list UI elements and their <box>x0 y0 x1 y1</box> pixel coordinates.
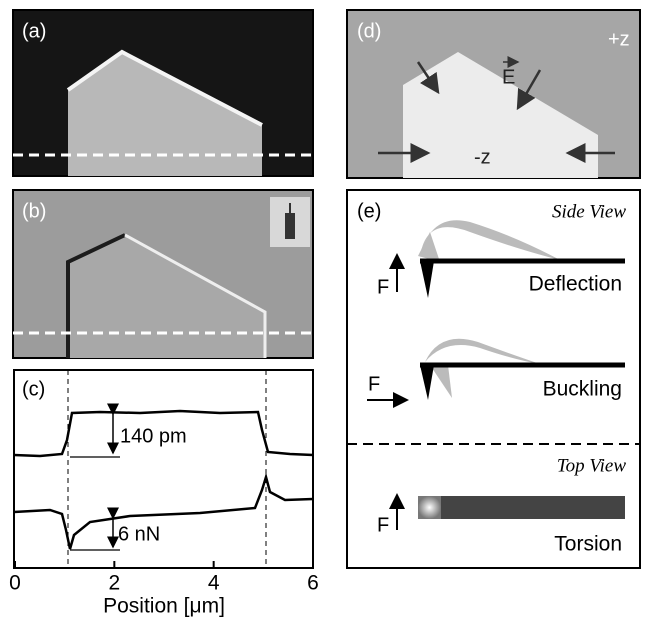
panel-label: (c) <box>22 378 45 400</box>
panel-label: (a) <box>22 20 46 42</box>
mode-label: Torsion <box>554 533 622 556</box>
force-label: F <box>368 373 380 395</box>
region-label: -z <box>474 146 491 168</box>
panel-label: (d) <box>357 20 381 42</box>
panel-b: (b) <box>13 190 313 358</box>
x-tick-label: 2 <box>108 572 120 595</box>
x-tick-label: 6 <box>307 572 319 595</box>
annotation: 6 nN <box>118 523 160 545</box>
field-label: E <box>502 66 515 88</box>
region-label: +z <box>608 28 630 50</box>
panel-d: E +z -z (d) <box>347 10 640 178</box>
x-tick-label: 4 <box>208 572 220 595</box>
x-axis-label: Position [μm] <box>103 595 225 618</box>
section-title: Top View <box>557 455 626 476</box>
page: {"panel_a":{"label":"(a)"}, "panel_b":{"… <box>0 0 646 624</box>
x-tick-label: 0 <box>9 572 21 595</box>
force-label: F <box>377 276 389 298</box>
panel-a: (a) <box>13 10 313 176</box>
panel-c: 140 pm 6 nN (c) Position [μm] 0 2 4 6 <box>9 370 319 618</box>
section-title: Side View <box>552 201 626 222</box>
annotation: 140 pm <box>120 425 187 447</box>
mode-label: Deflection <box>529 273 622 296</box>
figure: (a) (b) 140 pm 6 nN (c) Position [μm] 0 2… <box>0 0 646 624</box>
panel-label: (e) <box>357 200 381 222</box>
panel-label: (b) <box>22 200 46 222</box>
panel-e: (e) Side View F Deflection F Buckling To… <box>347 190 640 568</box>
mode-label: Buckling <box>543 378 622 401</box>
force-label: F <box>377 514 389 536</box>
